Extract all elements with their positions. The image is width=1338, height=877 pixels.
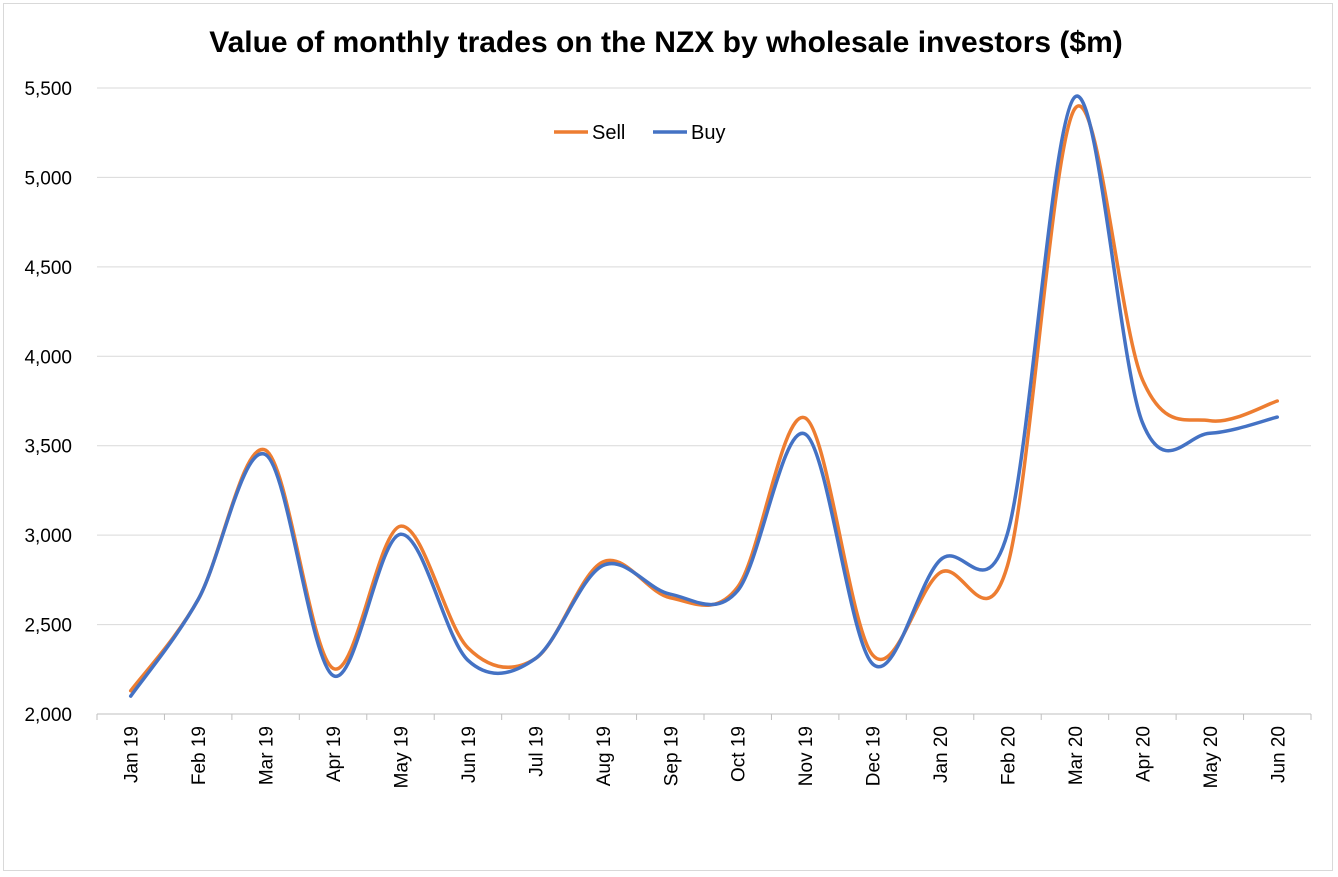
data-point-buy	[533, 657, 537, 661]
y-tick-label: 5,500	[24, 79, 72, 100]
data-point-buy	[938, 558, 942, 562]
y-axis: 2,000 2,500 3,000 3,500 4,000 4,500 5,000 5,500	[24, 79, 72, 726]
data-point-sell	[264, 448, 268, 452]
data-point-sell	[1006, 564, 1009, 568]
x-tick-label: Jun 20	[1268, 726, 1289, 783]
y-tick-label: 2,000	[24, 705, 72, 726]
series-lines	[128, 94, 1280, 698]
x-tick-label: Sep 19	[661, 726, 682, 786]
data-point-buy	[331, 674, 335, 678]
y-tick-label: 2,500	[24, 616, 72, 637]
x-tick-label: Apr 20	[1133, 726, 1154, 782]
x-tick-label: Feb 19	[189, 726, 210, 785]
data-point-buy	[871, 662, 875, 666]
x-axis	[96, 713, 1312, 720]
data-point-sell	[331, 666, 335, 670]
data-point-buy	[1006, 531, 1009, 535]
x-tick-label: May 20	[1201, 726, 1222, 788]
x-tick-label: Oct 19	[729, 726, 750, 782]
x-tick-label: Feb 20	[999, 726, 1020, 785]
data-point-sell	[871, 653, 875, 657]
y-tick-label: 4,000	[24, 347, 72, 368]
data-point-sell	[399, 524, 402, 528]
y-tick-label: 4,500	[24, 258, 72, 279]
x-axis-labels: Jan 19 Feb 19 Mar 19 Apr 19 May 19 Jun 19 Jul …	[122, 726, 1290, 788]
gridlines	[97, 87, 1311, 626]
data-point-sell	[129, 689, 133, 693]
data-point-buy	[1140, 420, 1144, 424]
chart-title: Value of monthly trades on the NZX by wh…	[209, 26, 1123, 59]
data-point-sell	[601, 560, 605, 564]
data-point-buy	[466, 658, 470, 662]
data-point-sell	[1073, 107, 1077, 111]
chart-area	[3, 3, 1333, 871]
data-point-buy	[736, 589, 740, 593]
data-point-buy	[601, 564, 605, 568]
y-tick-label: 3,500	[24, 437, 72, 458]
data-point-sell	[1140, 378, 1144, 382]
x-tick-label: Apr 19	[324, 726, 345, 782]
x-tick-label: May 19	[392, 726, 413, 788]
data-point-sell	[466, 646, 470, 650]
legend-label-sell: Sell	[592, 122, 625, 144]
data-point-buy	[1073, 95, 1077, 99]
data-point-sell	[668, 596, 672, 600]
data-point-buy	[196, 598, 200, 602]
data-point-sell	[803, 416, 807, 420]
data-point-buy	[264, 453, 268, 457]
x-tick-label: Nov 19	[796, 726, 817, 786]
x-tick-label: Jan 19	[122, 726, 143, 783]
x-tick-label: Jun 19	[459, 726, 480, 783]
y-tick-label: 3,000	[24, 526, 72, 547]
x-tick-label: Jan 20	[931, 726, 952, 783]
data-point-sell	[1208, 419, 1212, 423]
data-point-buy	[1208, 431, 1212, 435]
data-point-sell	[938, 571, 942, 575]
x-tick-label: Aug 19	[594, 726, 615, 786]
data-point-sell	[1275, 399, 1279, 403]
x-tick-label: Mar 19	[257, 726, 278, 785]
y-tick-label: 5,000	[24, 168, 72, 189]
data-point-buy	[399, 532, 402, 536]
data-point-buy	[803, 432, 807, 436]
x-tick-label: Jul 19	[526, 726, 547, 777]
x-tick-label: Dec 19	[864, 726, 885, 786]
legend: Sell Buy	[554, 122, 725, 144]
legend-label-buy: Buy	[691, 122, 725, 144]
series-line-buy	[128, 94, 1280, 698]
data-point-buy	[668, 592, 672, 596]
data-point-buy	[129, 694, 133, 698]
x-tick-label: Mar 20	[1066, 726, 1087, 785]
data-point-buy	[1275, 415, 1279, 419]
